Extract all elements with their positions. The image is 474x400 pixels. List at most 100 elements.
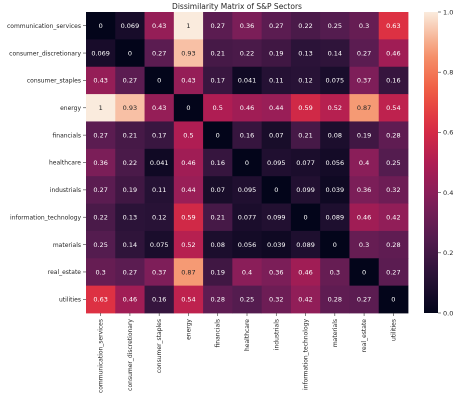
heatmap-cell	[320, 12, 350, 40]
heatmap-cell	[232, 176, 263, 204]
heatmap-cell-value: 0.25	[386, 159, 400, 167]
heatmap-cell-value: 0.056	[238, 241, 257, 249]
heatmap-cell-value: 0.17	[152, 131, 166, 139]
row-tick-label: materials	[53, 242, 81, 249]
heatmap-cell	[349, 148, 380, 177]
heatmap-cell	[290, 66, 321, 95]
heatmap-cell	[232, 230, 263, 259]
heatmap-cell	[290, 203, 321, 232]
heatmap-cell-value: 0.27	[357, 49, 371, 57]
column-tick-label: consumer_staples	[156, 319, 163, 373]
heatmap-cell	[290, 94, 321, 122]
row-tick-labels: communication_services consumer_discretio…	[7, 23, 86, 304]
row-tick-label: consumer_discretionary	[9, 50, 81, 57]
column-tick-label: utilities	[390, 319, 397, 341]
heatmap-cell	[232, 203, 263, 232]
row-tick-label: utilities	[59, 297, 81, 304]
heatmap-cell	[378, 285, 409, 314]
heatmap-cell	[261, 12, 292, 40]
heatmap-cell	[86, 258, 116, 287]
heatmap-cell-value: 0.27	[269, 22, 283, 30]
heatmap-cell-value: 0.14	[328, 49, 342, 57]
heatmap-cell	[173, 203, 204, 232]
column-tick-label: industrials	[273, 319, 280, 350]
heatmap-cell	[349, 94, 380, 122]
colorbar-gradient	[424, 12, 438, 313]
heatmap-cell-value: 0.14	[123, 241, 137, 249]
heatmap-cell-value: 0.87	[181, 268, 195, 276]
colorbar-tick-label: 0.8	[443, 69, 453, 77]
heatmap-cell	[203, 148, 233, 177]
heatmap-cell	[86, 39, 116, 68]
heatmap-cell	[261, 94, 292, 122]
heatmap-cell-value: 0.22	[123, 159, 137, 167]
heatmap-cell	[349, 12, 380, 40]
heatmap-cell	[232, 148, 263, 177]
heatmap-cell-value: 1	[99, 104, 103, 112]
heatmap-cell-value: 0.5	[213, 104, 223, 112]
heatmap-cell-value: 0.041	[150, 159, 169, 167]
heatmap-cell-value: 0.46	[357, 214, 371, 222]
row-tick-label: industrials	[50, 187, 81, 194]
heatmap-cell-value: 0.3	[95, 268, 105, 276]
column-tick-label: healthcare	[244, 319, 251, 351]
heatmap-cell-value: 0.08	[210, 241, 224, 249]
column-tick-label: information_technology	[303, 319, 310, 390]
heatmap-cell	[115, 39, 145, 68]
heatmap-cell-value: 0.19	[357, 131, 371, 139]
heatmap-cell	[115, 230, 145, 259]
heatmap-cell	[261, 203, 292, 232]
heatmap-cell	[115, 176, 145, 204]
colorbar: 0.0 0.2 0.4 0.6 0.8 1.0	[424, 8, 453, 317]
heatmap-cell-value: 0.25	[328, 22, 342, 30]
heatmap-cell	[378, 66, 409, 95]
heatmap-cell	[349, 258, 380, 287]
heatmap-cell-value: 0.5	[183, 131, 193, 139]
heatmap-cell	[320, 66, 350, 95]
heatmap-cell-value: 0.28	[210, 296, 224, 304]
heatmap-cell-value: 0.37	[357, 77, 371, 85]
heatmap-cell-value: 0	[128, 49, 132, 57]
heatmap-cell-value: 0.22	[298, 22, 312, 30]
heatmap-cell	[320, 121, 350, 150]
heatmap-cell	[144, 230, 175, 259]
heatmap-cell-value: 1	[186, 22, 190, 30]
column-tick-label: financials	[215, 319, 222, 348]
heatmap-cell	[203, 66, 233, 95]
heatmap-cell	[144, 39, 175, 68]
heatmap-cell-value: 0.43	[181, 77, 195, 85]
heatmap-cell-value: 0.12	[152, 214, 166, 222]
heatmap-cell	[349, 230, 380, 259]
heatmap-cell	[115, 203, 145, 232]
colorbar-tick-label: 0.0	[443, 309, 453, 317]
heatmap-cell	[173, 66, 204, 95]
heatmap-cell-value: 0.095	[267, 159, 286, 167]
heatmap-cell-value: 0.08	[328, 131, 342, 139]
heatmap-cell-value: 0.46	[386, 49, 400, 57]
heatmap-cell	[378, 148, 409, 177]
heatmap-cell	[232, 285, 263, 314]
heatmap-cell-value: 0.36	[269, 268, 283, 276]
heatmap-cell	[115, 121, 145, 150]
row-tick-label: information_technology	[10, 214, 81, 221]
heatmap-cell-value: 0.089	[326, 214, 345, 222]
heatmap-cell	[320, 176, 350, 204]
colorbar-tick-label: 0.4	[443, 189, 453, 197]
heatmap-cell-value: 0.12	[298, 77, 312, 85]
heatmap-cell	[378, 176, 409, 204]
heatmap-cell-value: 0.056	[326, 159, 345, 167]
heatmap-cell-value: 0.63	[386, 22, 400, 30]
heatmap-cell-value: 0.13	[123, 214, 137, 222]
column-tick-labels: communication_services consumer_discretio…	[98, 313, 397, 393]
heatmap-cell	[349, 39, 380, 68]
column-tick-label: consumer_discretionary	[127, 319, 134, 391]
heatmap-cell-value: 0.46	[298, 268, 312, 276]
heatmap-cell-value: 0.36	[357, 186, 371, 194]
heatmap-cell	[86, 66, 116, 95]
heatmap-cell-value: 0	[157, 77, 161, 85]
heatmap-cell-value: 0	[362, 268, 366, 276]
heatmap-cell-value: 0.28	[386, 131, 400, 139]
heatmap-cell	[232, 258, 263, 287]
heatmap-cell-value: 0.21	[210, 49, 224, 57]
heatmap-cell-value: 0.59	[298, 104, 312, 112]
